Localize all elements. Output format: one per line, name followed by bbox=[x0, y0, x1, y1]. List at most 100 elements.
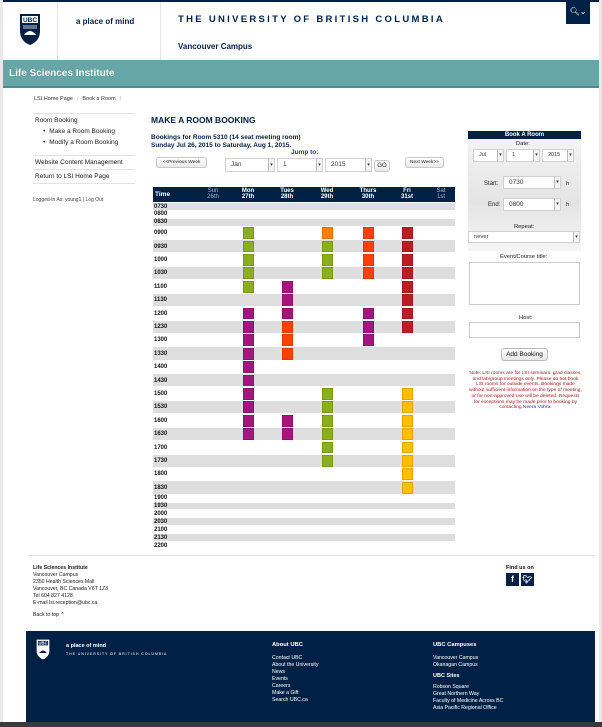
booking-block[interactable] bbox=[362, 227, 374, 240]
footer-link-contact[interactable]: Contact UBC bbox=[272, 655, 303, 661]
booking-block[interactable] bbox=[242, 321, 254, 333]
booking-block[interactable] bbox=[401, 401, 413, 414]
time-slot-row[interactable]: 1200 bbox=[153, 307, 455, 319]
booking-block[interactable] bbox=[401, 227, 413, 240]
booking-block[interactable] bbox=[362, 321, 374, 333]
jump-month-select[interactable]: Jan bbox=[225, 158, 275, 172]
booking-block[interactable] bbox=[242, 401, 254, 414]
booking-block[interactable] bbox=[321, 254, 333, 266]
booking-block[interactable] bbox=[281, 307, 293, 320]
time-slot-row[interactable]: 0730 bbox=[153, 203, 455, 210]
time-slot-row[interactable]: 0800 bbox=[153, 211, 455, 218]
sidebar-item-modify-booking[interactable]: Modify a Room Booking bbox=[35, 137, 133, 148]
university-name[interactable]: THE UNIVERSITY OF BRITISH COLUMBIA bbox=[178, 14, 445, 25]
footer-link-news[interactable]: News bbox=[272, 669, 285, 675]
booking-year-select[interactable]: 2015 bbox=[542, 149, 574, 162]
booking-block[interactable] bbox=[321, 401, 333, 414]
booking-block[interactable] bbox=[242, 361, 254, 374]
footer-link-robson[interactable]: Robson Square bbox=[433, 684, 470, 690]
booking-block[interactable] bbox=[321, 455, 333, 467]
time-slot-row[interactable]: 1630 bbox=[153, 427, 455, 441]
booking-block[interactable] bbox=[401, 428, 413, 441]
event-title-textarea[interactable] bbox=[469, 262, 580, 305]
booking-block[interactable] bbox=[242, 307, 254, 320]
booking-block[interactable] bbox=[242, 388, 254, 400]
booking-block[interactable] bbox=[281, 294, 293, 307]
booking-block[interactable] bbox=[401, 307, 413, 320]
sidebar-item-room-booking[interactable]: Room Booking bbox=[35, 117, 78, 124]
footer-email[interactable]: E-mail lsi.reception@ubc.ca bbox=[33, 600, 98, 606]
time-slot-row[interactable]: 1700 bbox=[153, 441, 455, 453]
time-slot-row[interactable]: 1000 bbox=[153, 254, 455, 266]
booking-block[interactable] bbox=[281, 321, 293, 333]
booking-block[interactable] bbox=[242, 240, 254, 253]
booking-block[interactable] bbox=[321, 267, 333, 280]
add-booking-button[interactable]: Add Booking bbox=[501, 348, 548, 361]
facebook-icon[interactable]: f bbox=[506, 573, 519, 586]
booking-block[interactable] bbox=[321, 441, 333, 454]
search-toggle-button[interactable]: 🔍︎⌄ bbox=[566, 2, 590, 24]
time-slot-row[interactable]: 1230 bbox=[153, 320, 455, 333]
previous-week-button[interactable]: <<Previous Week bbox=[156, 157, 207, 168]
sidebar-item-return-home[interactable]: Return to LSI Home Page bbox=[33, 169, 135, 184]
booking-block[interactable] bbox=[362, 267, 374, 280]
end-time-select[interactable]: 0800 bbox=[503, 198, 561, 211]
booking-block[interactable] bbox=[281, 347, 293, 360]
booking-month-select[interactable]: Jul bbox=[473, 149, 504, 162]
time-slot-row[interactable]: 1730 bbox=[153, 454, 455, 467]
time-slot-row[interactable]: 1530 bbox=[153, 400, 455, 414]
booking-block[interactable] bbox=[362, 334, 374, 347]
jump-year-select[interactable]: 2015 bbox=[325, 158, 372, 172]
booking-block[interactable] bbox=[401, 414, 413, 427]
time-slot-row[interactable]: 1130 bbox=[153, 293, 455, 307]
time-slot-row[interactable]: 2200 bbox=[153, 542, 455, 549]
footer-link-events[interactable]: Events bbox=[272, 676, 288, 682]
time-slot-row[interactable]: 1030 bbox=[153, 266, 455, 280]
booking-block[interactable] bbox=[281, 334, 293, 347]
breadcrumb-book-room[interactable]: Book a Room bbox=[82, 96, 116, 102]
contact-link[interactable]: Neera Vohra bbox=[522, 405, 551, 411]
booking-block[interactable] bbox=[401, 240, 413, 253]
host-input[interactable] bbox=[469, 322, 580, 338]
booking-block[interactable] bbox=[362, 240, 374, 253]
time-slot-row[interactable]: 1430 bbox=[153, 374, 455, 387]
booking-block[interactable] bbox=[242, 267, 254, 280]
ubc-logo-link[interactable]: UBC bbox=[3, 2, 58, 60]
booking-block[interactable] bbox=[242, 374, 254, 387]
booking-block[interactable] bbox=[401, 280, 413, 293]
time-slot-row[interactable]: 2130 bbox=[153, 534, 455, 542]
go-button[interactable]: GO bbox=[374, 160, 390, 172]
time-slot-row[interactable]: 1400 bbox=[153, 361, 455, 373]
campus-name[interactable]: Vancouver Campus bbox=[178, 42, 253, 51]
footer-link-gift[interactable]: Make a Gift bbox=[272, 690, 299, 696]
booking-block[interactable] bbox=[281, 428, 293, 441]
jump-day-select[interactable]: 1 bbox=[277, 158, 323, 172]
back-to-top-link[interactable]: Back to top ⌃ bbox=[33, 612, 65, 618]
booking-day-select[interactable]: 1 bbox=[506, 149, 540, 162]
time-slot-row[interactable]: 2100 bbox=[153, 526, 455, 533]
footer-link-okanagan[interactable]: Okanagan Campus bbox=[433, 662, 478, 668]
time-slot-row[interactable]: 1100 bbox=[153, 280, 455, 292]
time-slot-row[interactable]: 1830 bbox=[153, 481, 455, 494]
booking-block[interactable] bbox=[321, 227, 333, 240]
footer-link-medicine[interactable]: Faculty of Medicine Across BC bbox=[433, 698, 504, 704]
start-time-select[interactable]: 0730 bbox=[503, 176, 561, 189]
site-title[interactable]: Life Sciences Institute bbox=[9, 68, 115, 79]
booking-block[interactable] bbox=[401, 455, 413, 467]
footer-link-great-northern[interactable]: Great Northern Way bbox=[433, 691, 480, 697]
time-slot-row[interactable]: 1900 bbox=[153, 495, 455, 502]
time-slot-row[interactable]: 0930 bbox=[153, 240, 455, 253]
booking-block[interactable] bbox=[321, 240, 333, 253]
footer-link-search[interactable]: Search UBC.ca bbox=[272, 697, 308, 703]
time-slot-row[interactable]: 1930 bbox=[153, 502, 455, 510]
breadcrumb-home[interactable]: LSI Home Page bbox=[34, 96, 73, 102]
booking-block[interactable] bbox=[362, 254, 374, 266]
time-slot-row[interactable]: 1500 bbox=[153, 388, 455, 400]
booking-block[interactable] bbox=[242, 280, 254, 293]
footer-link-vancouver[interactable]: Vancouver Campus bbox=[433, 655, 479, 661]
booking-block[interactable] bbox=[362, 307, 374, 320]
booking-block[interactable] bbox=[321, 428, 333, 441]
booking-block[interactable] bbox=[401, 321, 413, 333]
booking-block[interactable] bbox=[321, 388, 333, 400]
booking-block[interactable] bbox=[401, 441, 413, 454]
